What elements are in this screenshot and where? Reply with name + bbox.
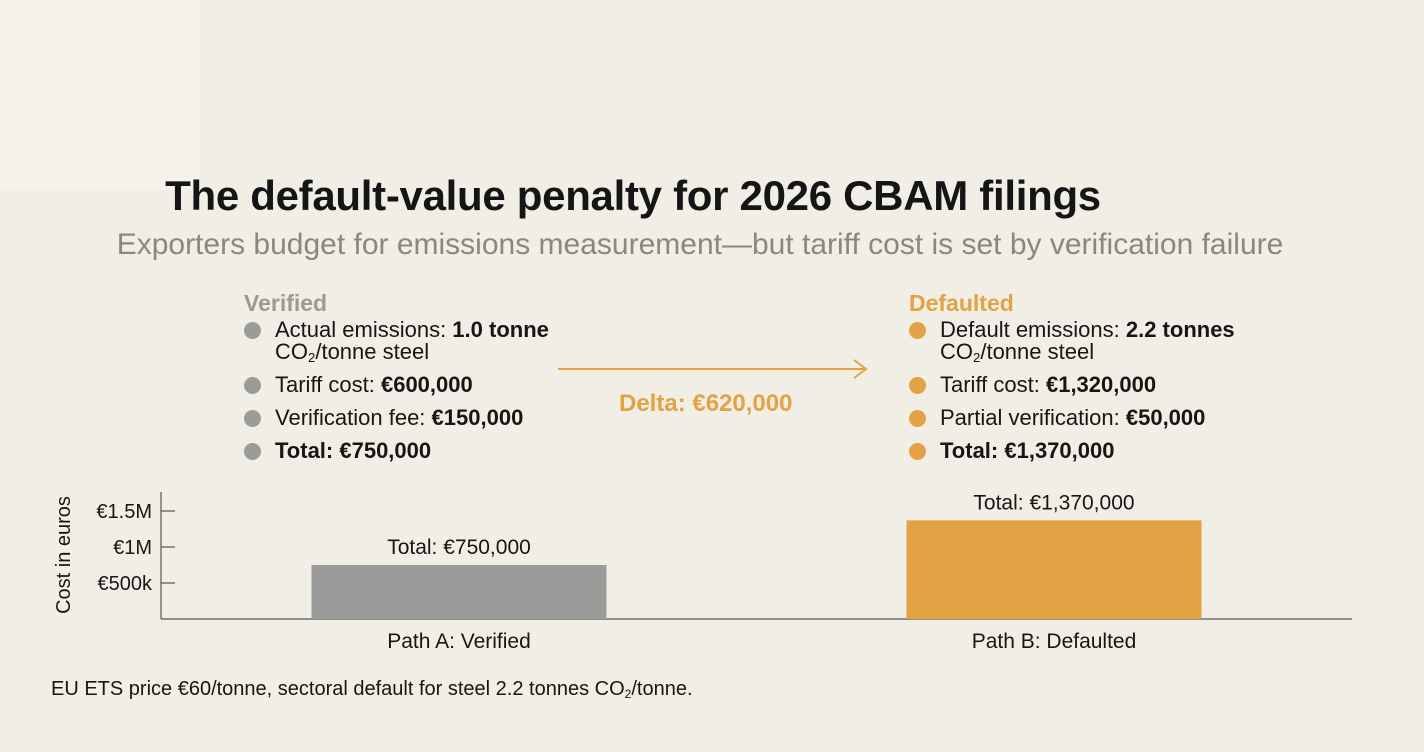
footnote: EU ETS price €60/tonne, sectoral default… xyxy=(51,678,693,701)
verified-list: Actual emissions: 1.0 tonne CO2/tonne st… xyxy=(244,319,564,462)
bullet-dot-icon xyxy=(244,377,261,394)
bullet-dot-icon xyxy=(909,322,926,339)
item-value: €50,000 xyxy=(1125,405,1206,430)
item-unit-post: /tonne steel xyxy=(315,339,430,364)
item-unit-post: /tonne steel xyxy=(980,339,1095,364)
chart-subtitle: Exporters budget for emissions measureme… xyxy=(116,228,1284,261)
footnote-text-end: /tonne. xyxy=(631,678,693,700)
y-tick-label-2: €1.5M xyxy=(96,501,152,523)
defaulted-tariff-item: Tariff cost: €1,320,000 xyxy=(909,374,1249,396)
y-tick-label-1: €1M xyxy=(113,537,152,559)
item-label: Partial verification: xyxy=(940,405,1126,430)
bar-data-label-0: Total: €750,000 xyxy=(387,536,531,559)
defaulted-heading: Defaulted xyxy=(909,290,1014,316)
defaulted-list: Default emissions: 2.2 tonnes CO2/tonne … xyxy=(909,319,1249,462)
verified-heading: Verified xyxy=(244,290,328,316)
defaulted-panel: Defaulted Default emissions: 2.2 tonnes … xyxy=(909,290,1249,473)
bullet-dot-icon xyxy=(909,377,926,394)
arrow-right-icon xyxy=(558,359,868,379)
defaulted-total-item: Total: €1,370,000 xyxy=(909,440,1249,462)
chart-title: The default-value penalty for 2026 CBAM … xyxy=(165,172,1101,219)
delta-label: Delta: €620,000 xyxy=(619,390,793,417)
corner-patch xyxy=(0,0,200,190)
item-value: 2.2 tonnes xyxy=(1125,317,1235,342)
item-unit: CO xyxy=(275,339,308,364)
category-label-1: Path B: Defaulted xyxy=(972,630,1137,653)
bullet-dot-icon xyxy=(909,443,926,460)
item-unit-sub: 2 xyxy=(973,350,981,365)
y-tick-label-0: €500k xyxy=(98,573,153,595)
bar-1 xyxy=(906,520,1202,619)
item-unit-sub: 2 xyxy=(308,350,316,365)
item-unit: CO xyxy=(940,339,973,364)
bar-data-label-1: Total: €1,370,000 xyxy=(973,491,1134,514)
verified-emissions-item: Actual emissions: 1.0 tonne CO2/tonne st… xyxy=(244,317,564,365)
defaulted-emissions-item: Default emissions: 2.2 tonnes CO2/tonne … xyxy=(909,317,1249,365)
item-label: Total: €750,000 xyxy=(275,438,432,463)
bullet-dot-icon xyxy=(244,322,261,339)
item-value: 1.0 tonne xyxy=(452,317,549,342)
bullet-dot-icon xyxy=(244,410,261,427)
defaulted-verification-item: Partial verification: €50,000 xyxy=(909,407,1249,429)
verified-panel: Verified Actual emissions: 1.0 tonne CO2… xyxy=(244,290,564,473)
item-value: €150,000 xyxy=(431,405,524,430)
bar-chart: €500k €1M €1.5M Cost in euros Total: €750,00… xyxy=(53,491,1352,653)
bullet-dot-icon xyxy=(244,443,261,460)
bullet-dot-icon xyxy=(909,410,926,427)
item-label: Tariff cost: xyxy=(940,372,1046,397)
verified-tariff-item: Tariff cost: €600,000 xyxy=(244,374,564,396)
item-value: €1,320,000 xyxy=(1045,372,1157,397)
verified-total-item: Total: €750,000 xyxy=(244,440,564,462)
footnote-text: EU ETS price €60/tonne, sectoral default… xyxy=(51,678,625,700)
item-value: €600,000 xyxy=(380,372,473,397)
category-label-0: Path A: Verified xyxy=(387,630,531,653)
item-label: Default emissions: xyxy=(940,317,1126,342)
verified-fee-item: Verification fee: €150,000 xyxy=(244,407,564,429)
item-label: Actual emissions: xyxy=(275,317,453,342)
bar-0 xyxy=(311,565,607,619)
footnote-sub: 2 xyxy=(624,687,632,701)
y-axis-title: Cost in euros xyxy=(53,496,75,614)
item-label: Total: €1,370,000 xyxy=(940,438,1115,463)
item-label: Verification fee: xyxy=(275,405,432,430)
item-label: Tariff cost: xyxy=(275,372,381,397)
